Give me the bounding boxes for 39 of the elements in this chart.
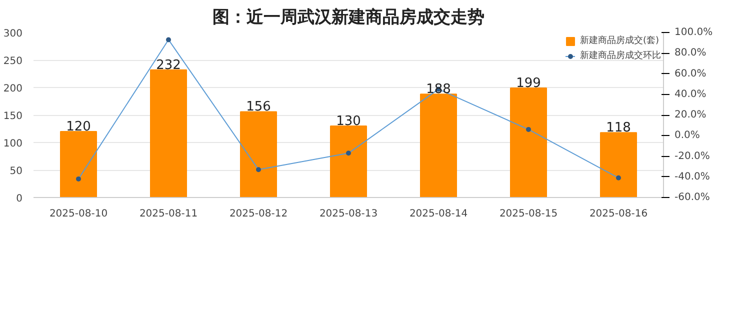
y-tick-label: 0 <box>16 194 23 204</box>
bar <box>240 111 277 198</box>
legend-label: 新建商品房成交环比 <box>580 50 661 62</box>
y2-tick-label: 60.0% <box>674 68 706 80</box>
y2-tick-label: -40.0% <box>674 171 710 182</box>
bar <box>60 131 97 198</box>
data-label: 120 <box>66 120 91 134</box>
x-tick-label: 2025-08-15 <box>499 208 558 220</box>
data-label: 118 <box>606 120 631 136</box>
data-label: 156 <box>246 100 271 115</box>
bar <box>600 132 637 198</box>
data-label: 232 <box>156 58 181 73</box>
chart-title: 图：近一周武汉新建商品房成交走势 <box>212 8 484 28</box>
y2-tick-label: -20.0% <box>674 150 710 162</box>
y2-tick-label: 80.0% <box>674 48 706 59</box>
data-label: 130 <box>336 114 361 129</box>
y2-tick-label: 40.0% <box>674 88 706 100</box>
y2-tick-label: 0.0% <box>674 130 700 142</box>
bar <box>420 94 457 198</box>
x-tick-label: 2025-08-10 <box>49 208 108 220</box>
y-tick-label: 250 <box>3 56 23 67</box>
x-tick-label: 2025-08-12 <box>229 208 288 220</box>
bar <box>330 126 367 198</box>
y-tick-label: 200 <box>3 84 23 94</box>
y-tick-label: 300 <box>3 28 23 40</box>
x-tick-label: 2025-08-16 <box>589 208 648 220</box>
y-tick-label: 100 <box>3 138 23 150</box>
bar <box>510 88 547 198</box>
x-tick-label: 2025-08-14 <box>409 208 468 220</box>
y2-tick-label: 20.0% <box>674 110 706 120</box>
x-tick-label: 2025-08-13 <box>319 208 378 220</box>
y2-tick-label: 100.0% <box>674 27 713 38</box>
x-tick-label: 2025-08-11 <box>139 208 198 220</box>
data-label: 199 <box>516 76 541 92</box>
y-tick-label: 150 <box>3 111 23 122</box>
y2-tick-label: -60.0% <box>674 192 710 203</box>
y-tick-label: 50 <box>10 166 23 177</box>
legend-label: 新建商品房成交(套) <box>580 34 660 47</box>
bar <box>150 69 187 198</box>
